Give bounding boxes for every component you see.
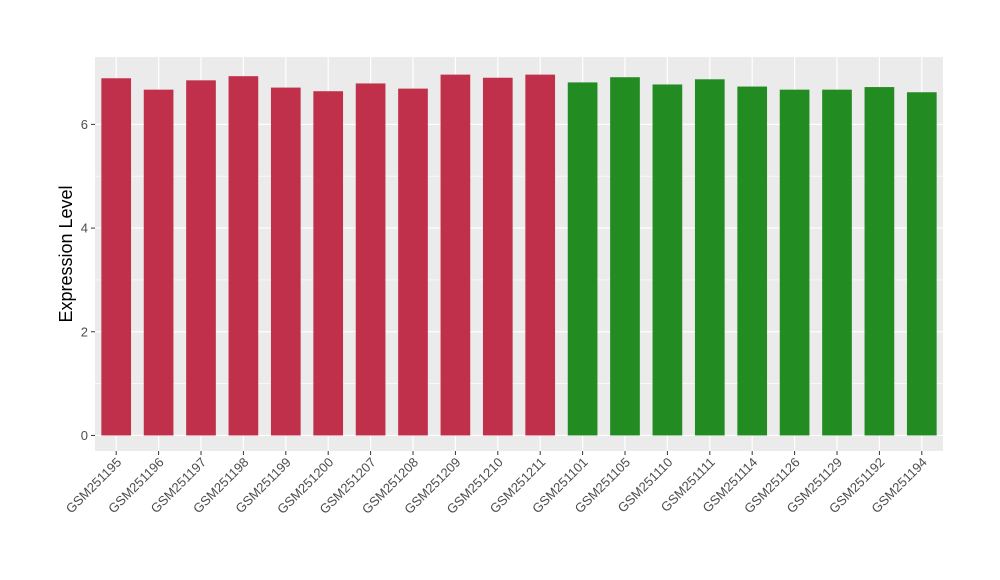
bar bbox=[143, 89, 174, 436]
bar bbox=[440, 74, 471, 436]
y-tick-label: 2 bbox=[81, 324, 88, 339]
y-axis: 0 2 4 6 bbox=[81, 117, 95, 443]
bar bbox=[186, 80, 216, 436]
y-tick-label: 4 bbox=[81, 221, 88, 236]
x-axis: GSM251195GSM251196GSM251197GSM251198GSM2… bbox=[63, 451, 930, 517]
bar bbox=[567, 82, 598, 436]
y-axis-title: Expression Level bbox=[56, 185, 76, 322]
bar bbox=[525, 74, 556, 436]
bar bbox=[652, 84, 683, 436]
bar bbox=[737, 86, 768, 436]
bar bbox=[398, 88, 428, 436]
bar bbox=[482, 77, 513, 436]
bar bbox=[270, 87, 301, 436]
bar bbox=[906, 92, 937, 436]
bar bbox=[779, 89, 810, 436]
bar bbox=[313, 91, 344, 436]
bar bbox=[355, 83, 386, 436]
bars bbox=[101, 74, 937, 436]
bar bbox=[610, 77, 640, 436]
bar bbox=[101, 78, 132, 436]
bar bbox=[822, 89, 852, 436]
plot-panel bbox=[95, 57, 943, 451]
bar bbox=[694, 79, 725, 436]
y-tick-label: 0 bbox=[81, 428, 88, 443]
y-tick-label: 6 bbox=[81, 117, 88, 132]
bar bbox=[864, 87, 895, 436]
bar bbox=[228, 76, 259, 436]
